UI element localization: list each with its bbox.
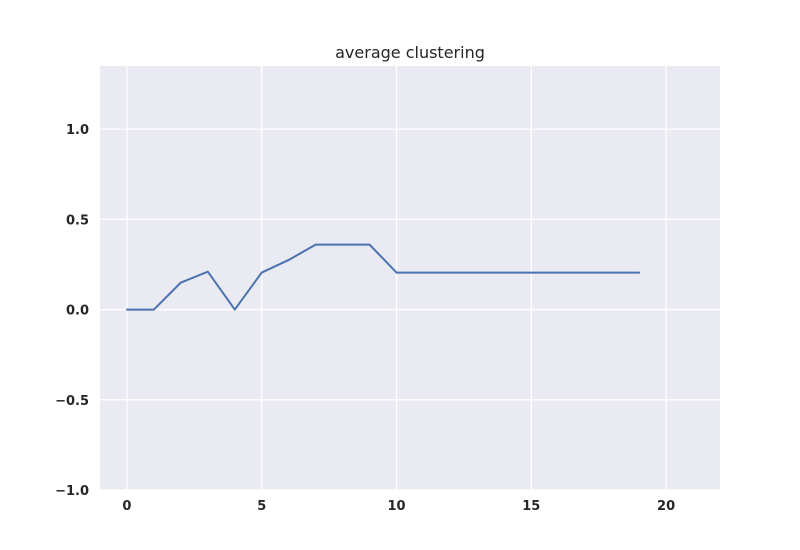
x-tick-label: 20 [657,499,675,514]
y-tick-label: −1.0 [55,484,89,499]
y-tick-label: −0.5 [55,394,89,409]
series-layer [125,243,641,311]
x-tick-label: 15 [522,499,540,514]
y-tick-label: 1.0 [66,123,89,138]
y-tick-label: 0.5 [66,213,89,228]
y-axis-ticks: −1.0 −0.5 0.0 0.5 1.0 [55,123,89,499]
x-tick-label: 0 [122,499,131,514]
x-tick-label: 10 [387,499,405,514]
x-tick-label: 5 [257,499,266,514]
grid [100,66,720,491]
series-line-0 [125,243,641,311]
x-axis-ticks: 0 5 10 15 20 [122,499,675,514]
plot-background [100,66,720,490]
chart-title: average clustering [335,43,485,62]
y-tick-label: 0.0 [66,304,89,319]
